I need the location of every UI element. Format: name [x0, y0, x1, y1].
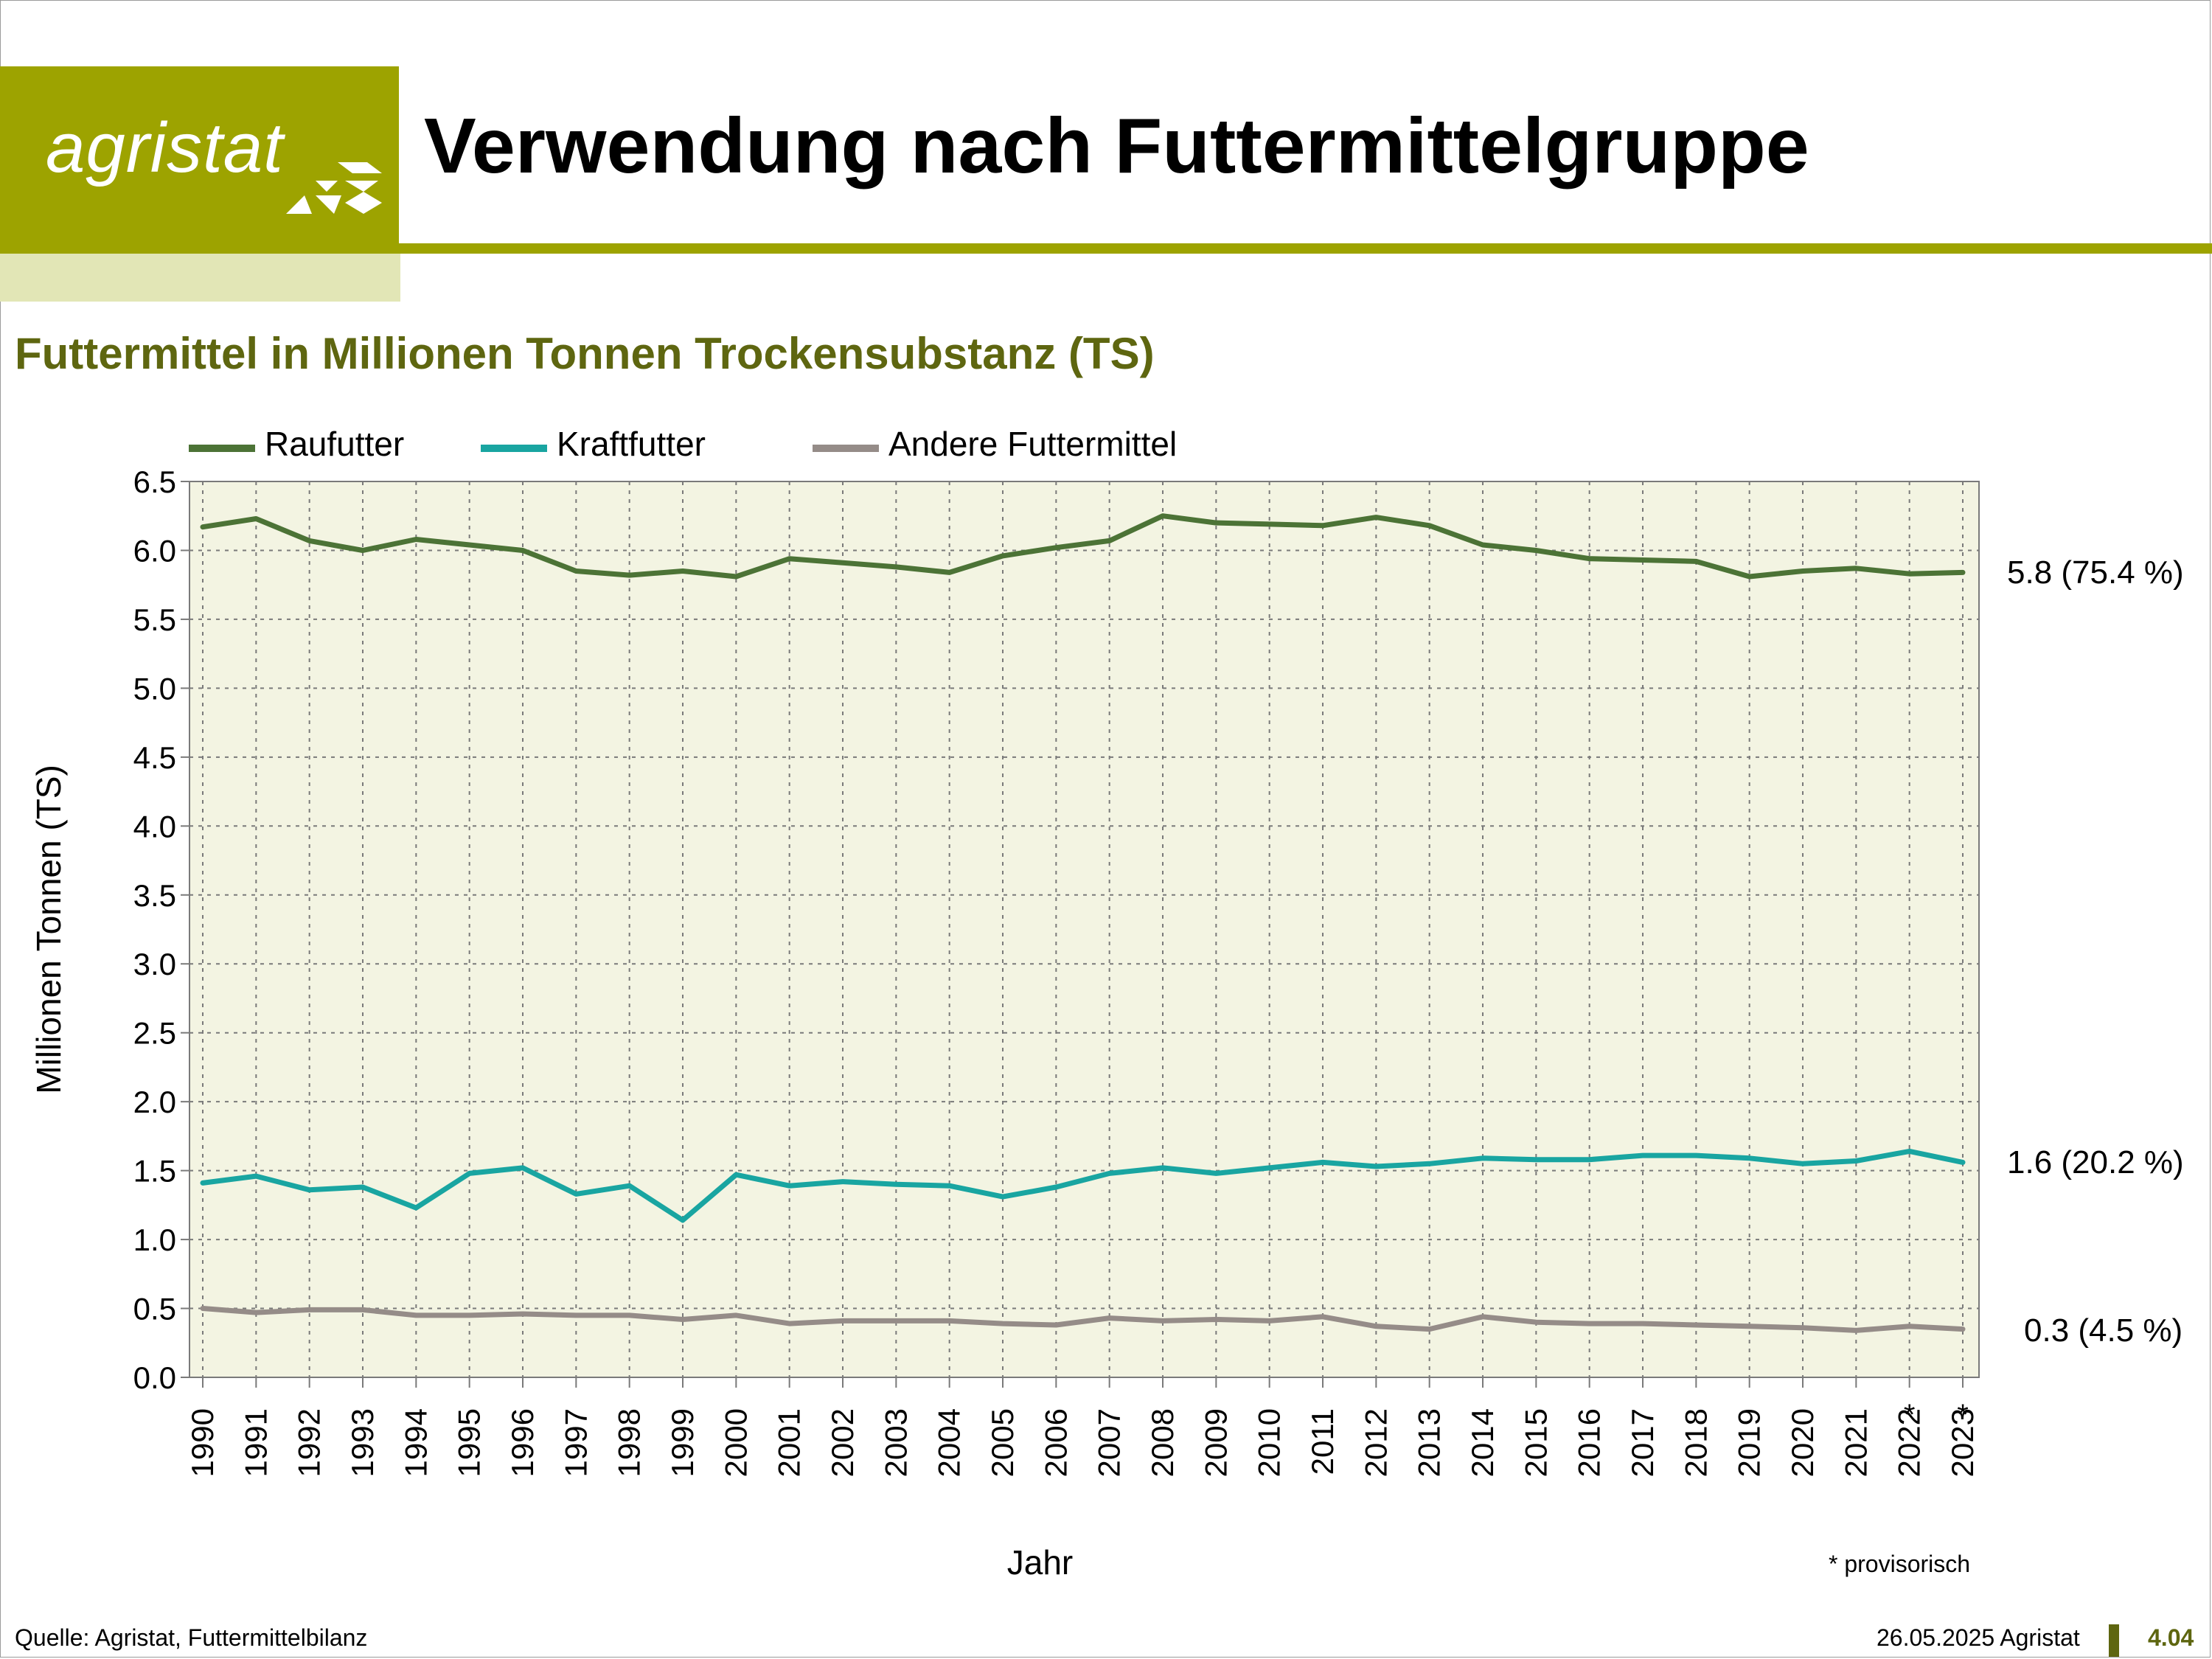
provisional-marker: * — [1904, 1399, 1916, 1431]
header-rule — [0, 243, 2212, 254]
plot-area — [189, 481, 1979, 1377]
provisional-marker: * — [1957, 1399, 1969, 1431]
footer-source: Quelle: Agristat, Futtermittelbilanz — [15, 1624, 368, 1651]
x-tick-label: 2010 — [1252, 1408, 1287, 1477]
legend-label-andere: Andere Futtermittel — [888, 425, 1178, 463]
legend-swatch-andere — [813, 445, 879, 452]
x-tick-label: 1994 — [398, 1408, 433, 1477]
logo-block — [0, 66, 399, 253]
y-tick-label: 5.5 — [133, 602, 176, 637]
y-tick-label: 2.0 — [133, 1085, 176, 1119]
y-tick-label: 2.5 — [133, 1016, 176, 1051]
y-tick-label: 1.5 — [133, 1154, 176, 1189]
footer-page-number: 4.04 — [2148, 1624, 2194, 1651]
y-tick-label: 3.0 — [133, 947, 176, 981]
x-tick-label: 1999 — [665, 1408, 700, 1477]
series-line-kraftfutter — [200, 1148, 1966, 1223]
x-tick-label: 2007 — [1092, 1408, 1127, 1477]
y-tick-label: 6.0 — [133, 533, 176, 568]
legend-label-raufutter: Raufutter — [265, 425, 405, 463]
agristat-logo-icon — [286, 162, 382, 214]
x-tick-label: 2021 — [1838, 1408, 1873, 1477]
agristat-logo-text: agristat — [46, 108, 284, 187]
series-line-andere-futtermittel — [200, 1306, 1966, 1333]
x-tick-label: 2002 — [825, 1408, 860, 1477]
y-tick-label: 5.0 — [133, 671, 176, 706]
x-tick-label: 2012 — [1358, 1408, 1393, 1477]
x-tick-label: 2011 — [1305, 1408, 1340, 1475]
x-axis-title: Jahr — [1007, 1543, 1073, 1582]
x-tick-label: 2018 — [1678, 1408, 1713, 1477]
x-tick-label: 2022 — [1892, 1408, 1927, 1477]
y-tick-label: 4.0 — [133, 809, 176, 844]
x-tick-label: 2006 — [1038, 1408, 1073, 1477]
x-tick-label: 1992 — [292, 1408, 327, 1477]
series-line-raufutter — [200, 513, 1966, 580]
legend-swatch-kraftfutter — [481, 445, 547, 452]
x-tick-label: 2016 — [1572, 1408, 1607, 1477]
x-tick-label: 2013 — [1412, 1408, 1447, 1477]
x-tick-label: 2019 — [1732, 1408, 1767, 1477]
footer-date: 26.05.2025 Agristat — [1877, 1624, 2080, 1651]
end-label-kraftfutter: 1.6 (20.2 %) — [2007, 1144, 2184, 1180]
y-tick-label: 1.0 — [133, 1222, 176, 1257]
x-tick-label: 2001 — [772, 1408, 807, 1477]
x-tick-label: 1990 — [185, 1408, 220, 1477]
y-tick-label: 4.5 — [133, 740, 176, 775]
plot-border — [189, 481, 1980, 1378]
x-tick-label: 1997 — [558, 1408, 593, 1477]
x-tick-label: 1995 — [452, 1408, 487, 1477]
x-tick-label: 2003 — [878, 1408, 913, 1477]
x-tick-label: 1996 — [505, 1408, 540, 1477]
chart-subtitle: Futtermittel in Millionen Tonnen Trocken… — [15, 329, 1155, 378]
page-title: Verwendung nach Futtermittelgruppe — [424, 102, 1809, 189]
x-tick-label: 2000 — [718, 1408, 753, 1477]
x-tick-label: 2015 — [1518, 1408, 1553, 1477]
x-tick-label: 1991 — [238, 1408, 273, 1477]
end-label-andere: 0.3 (4.5 %) — [2024, 1312, 2183, 1349]
footnote-provisorisch: * provisorisch — [1829, 1551, 1971, 1577]
footer-divider — [2109, 1624, 2119, 1657]
x-tick-label: 2023 — [1945, 1408, 1980, 1477]
y-tick-label: 6.5 — [133, 465, 176, 499]
x-tick-label: 2005 — [985, 1408, 1020, 1477]
x-tick-label: 2008 — [1145, 1408, 1180, 1477]
x-tick-label: 1998 — [612, 1408, 647, 1477]
legend-label-kraftfutter: Kraftfutter — [557, 425, 706, 463]
y-axis-title: Millionen Tonnen (TS) — [29, 765, 68, 1094]
x-tick-label: 2004 — [932, 1408, 967, 1477]
x-tick-label: 2014 — [1465, 1408, 1500, 1477]
x-tick-label: 2017 — [1625, 1408, 1660, 1477]
y-tick-label: 3.5 — [133, 878, 176, 913]
legend-swatch-raufutter — [189, 445, 255, 452]
logo-shadow — [0, 253, 400, 302]
x-tick-label: 1993 — [345, 1408, 380, 1477]
x-tick-label: 2009 — [1198, 1408, 1233, 1477]
y-tick-label: 0.5 — [133, 1292, 176, 1326]
x-tick-label: 2020 — [1785, 1408, 1820, 1477]
y-tick-label: 0.0 — [133, 1360, 176, 1395]
end-label-raufutter: 5.8 (75.4 %) — [2007, 554, 2184, 591]
